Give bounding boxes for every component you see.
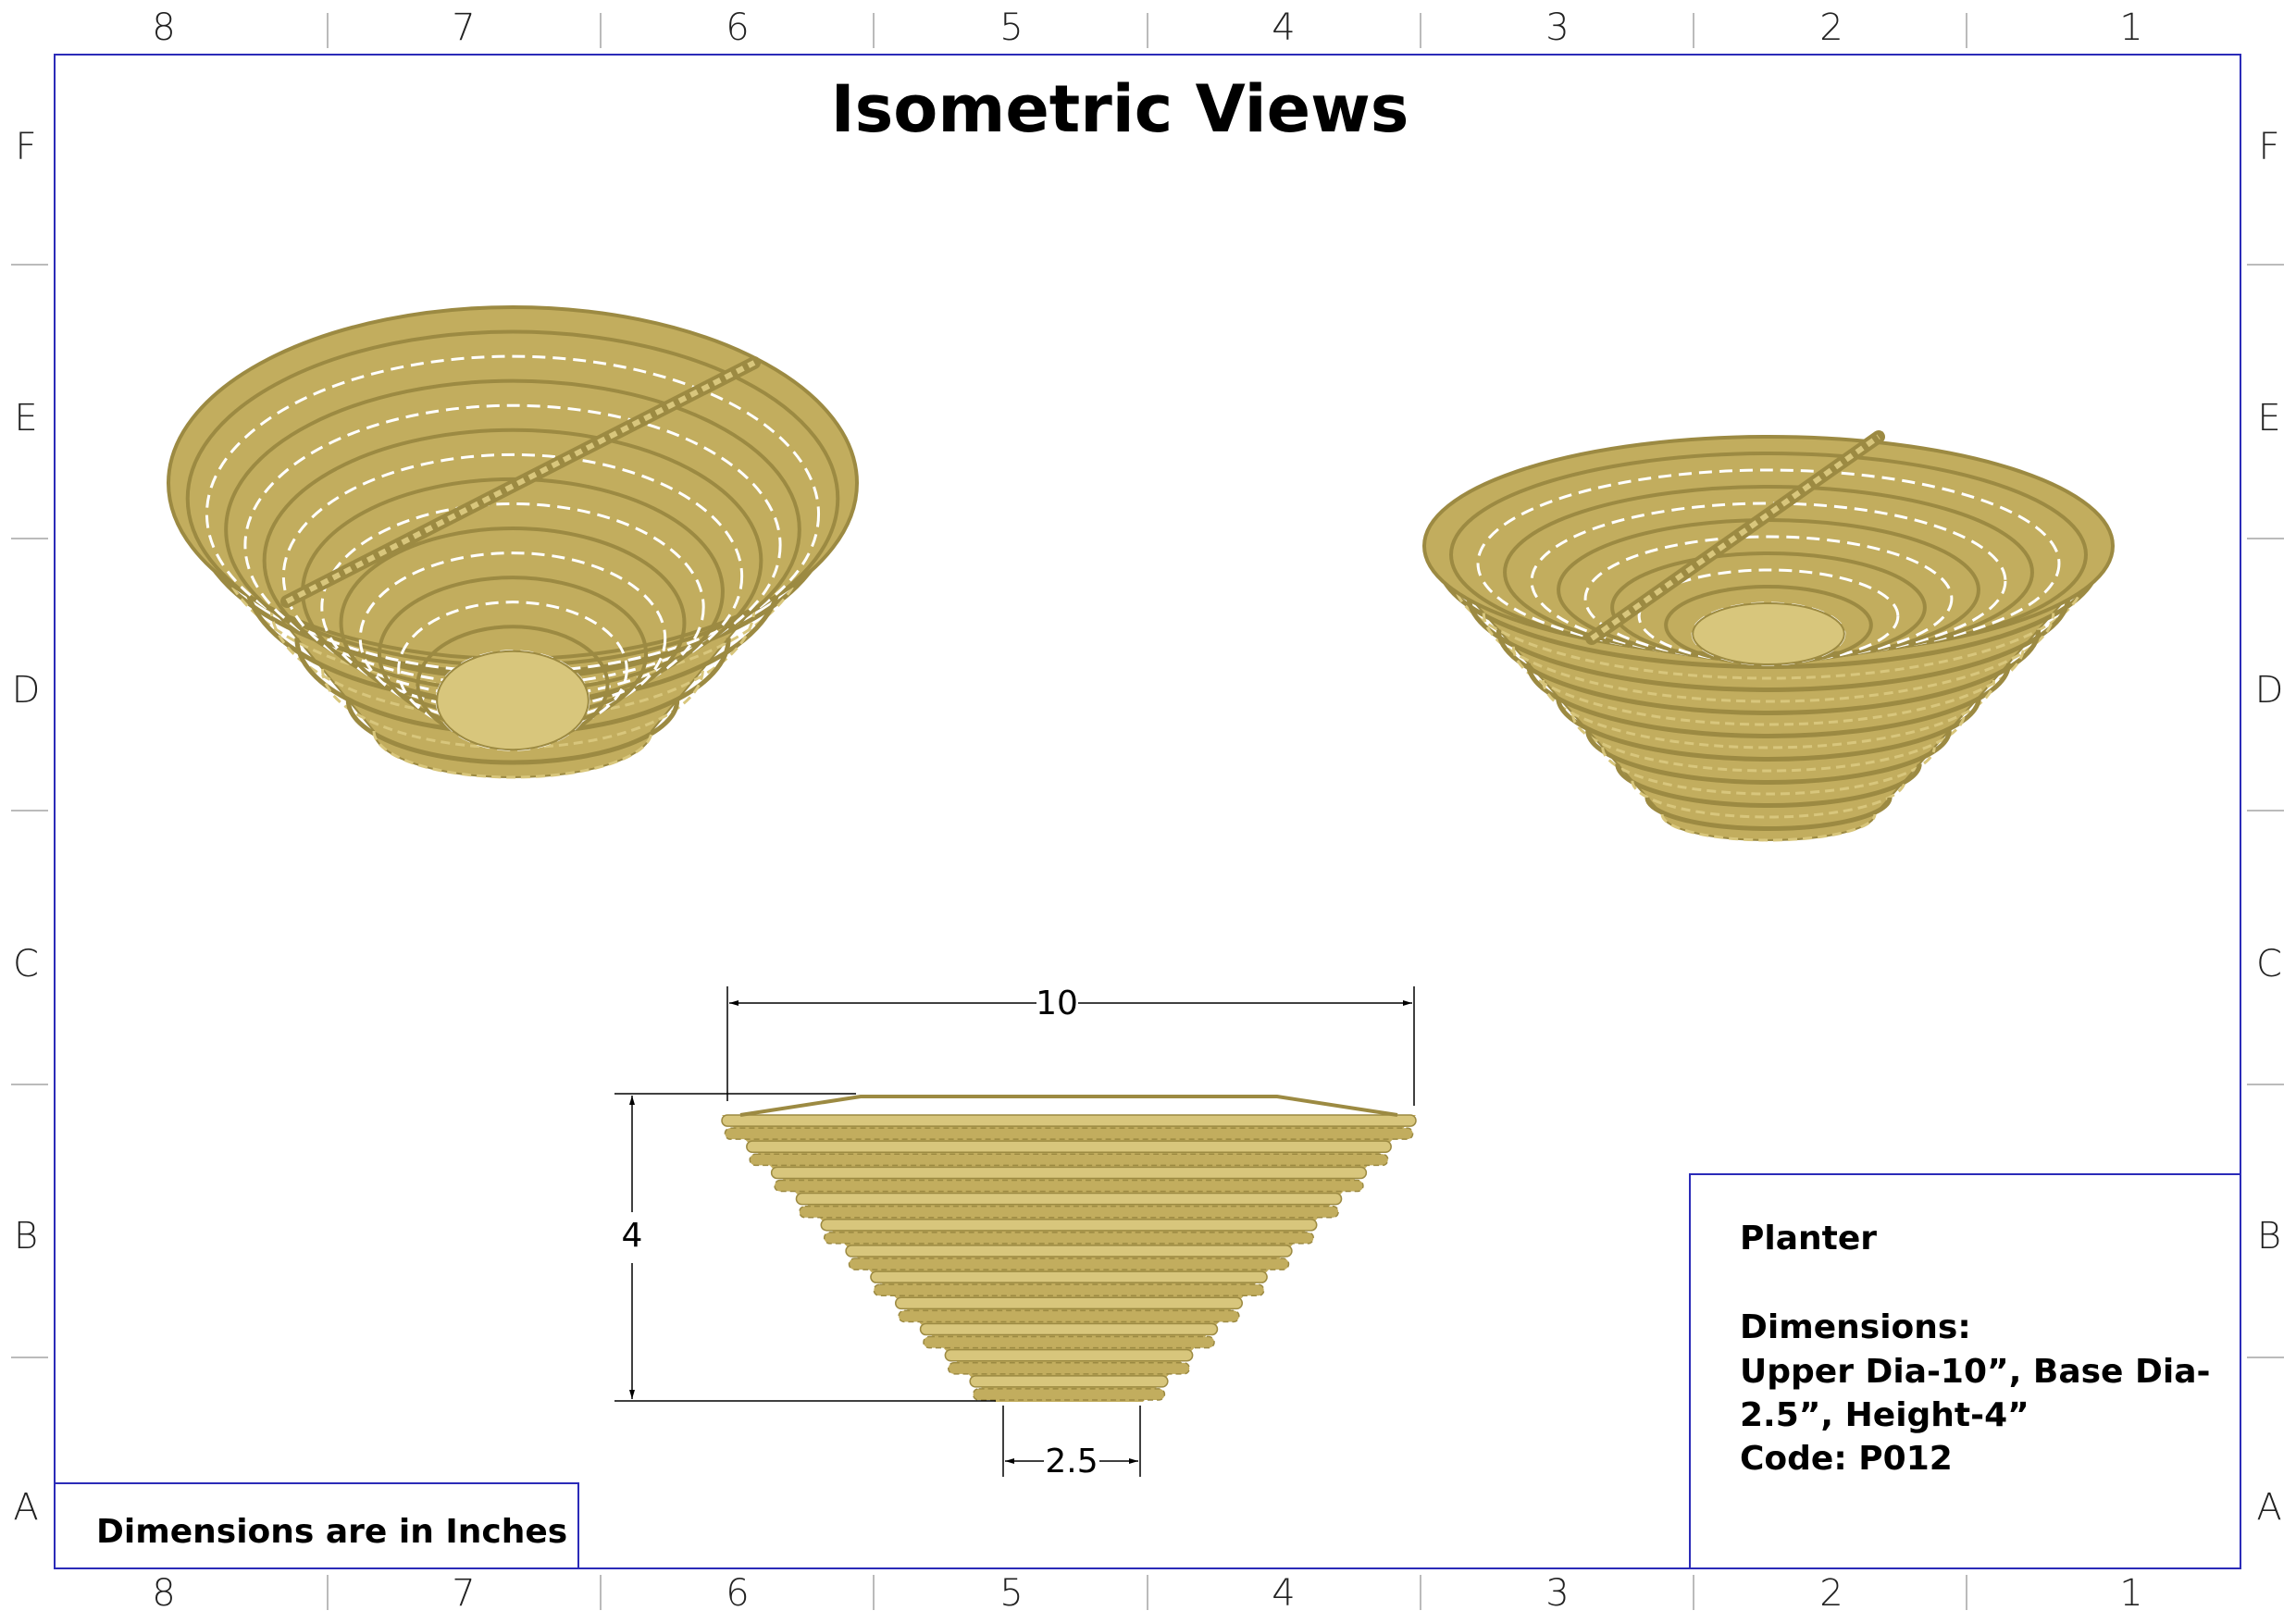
zone-markers: 8 8 7 7 6 6 5 5 4 4 3 3 2 2 1 1 F F E E D D C C B B A A bbox=[11, 6, 2284, 1615]
units-note-box bbox=[54, 1482, 579, 1569]
part-code: Code: P012 bbox=[1740, 1440, 1953, 1478]
title-block bbox=[1689, 1173, 2241, 1569]
dim-base-dia: 2.5 bbox=[1045, 1443, 1098, 1481]
dimension-base-dia bbox=[1002, 1406, 1141, 1477]
basket-inner-ring bbox=[1476, 468, 2061, 659]
basket-floor bbox=[1692, 601, 1845, 666]
column-label: 5 bbox=[999, 6, 1023, 49]
row-label: C bbox=[13, 943, 39, 985]
column-label: 1 bbox=[2119, 1572, 2142, 1615]
basket-band bbox=[972, 1388, 1166, 1401]
basket-band bbox=[749, 1153, 1389, 1167]
row-label: A bbox=[2256, 1486, 2281, 1529]
dimensions-line-1: Upper Dia-10”, Base Dia- bbox=[1740, 1353, 2210, 1391]
basket-band bbox=[820, 1218, 1318, 1232]
dimension-upper-dia bbox=[726, 986, 1415, 1106]
row-label: B bbox=[14, 1215, 38, 1258]
column-label: 4 bbox=[1272, 6, 1295, 49]
column-label: 3 bbox=[1545, 1572, 1569, 1615]
units-note: Dimensions are in Inches bbox=[96, 1513, 567, 1551]
isometric-view-side bbox=[1422, 430, 2115, 842]
basket-inner-ring bbox=[1530, 502, 2007, 661]
basket-band bbox=[898, 1309, 1240, 1323]
column-label: 6 bbox=[726, 1572, 749, 1615]
basket-ring bbox=[1660, 813, 1877, 842]
row-label: D bbox=[12, 669, 41, 712]
basket-band bbox=[746, 1140, 1392, 1154]
dimensions-line-2: 2.5”, Height-4” bbox=[1740, 1396, 2029, 1434]
row-label: E bbox=[2257, 397, 2280, 440]
row-label: F bbox=[2258, 126, 2279, 168]
basket-ring bbox=[1631, 780, 1906, 819]
isometric-view-top bbox=[167, 305, 859, 779]
basket-ring bbox=[1452, 579, 2085, 680]
column-label: 3 bbox=[1545, 6, 1569, 49]
basket-ring bbox=[1644, 797, 1893, 831]
dimensions-label: Dimensions: bbox=[1740, 1308, 1971, 1346]
row-label: B bbox=[2257, 1215, 2281, 1258]
basket-ring bbox=[1436, 563, 2101, 670]
basket-handle-weave bbox=[285, 360, 756, 604]
row-label: C bbox=[2256, 943, 2282, 985]
basket-band bbox=[944, 1348, 1194, 1362]
basket-band bbox=[923, 1335, 1215, 1349]
row-label: A bbox=[13, 1486, 38, 1529]
basket-ring bbox=[1556, 697, 1981, 762]
basket-handle-weave bbox=[1590, 434, 1880, 641]
basket-ring bbox=[1571, 713, 1966, 773]
basket-ring bbox=[1466, 596, 2071, 692]
column-label: 7 bbox=[452, 6, 475, 49]
column-label: 2 bbox=[1819, 1572, 1843, 1615]
basket-band bbox=[721, 1114, 1417, 1127]
basket-band bbox=[774, 1179, 1364, 1193]
basket-band bbox=[795, 1192, 1343, 1206]
basket-inner-ring bbox=[281, 452, 744, 700]
basket-band bbox=[799, 1205, 1339, 1219]
basket-floor bbox=[436, 650, 590, 751]
column-label: 6 bbox=[726, 6, 749, 49]
basket-ring bbox=[1601, 747, 1936, 796]
basket-band bbox=[770, 1166, 1368, 1180]
basket-band bbox=[969, 1375, 1169, 1388]
dim-upper-dia: 10 bbox=[1036, 985, 1078, 1022]
basket-band bbox=[724, 1127, 1414, 1140]
column-label: 8 bbox=[152, 6, 175, 49]
column-label: 4 bbox=[1272, 1572, 1295, 1615]
column-label: 7 bbox=[452, 1572, 475, 1615]
basket-band bbox=[873, 1283, 1265, 1297]
basket-band bbox=[823, 1232, 1315, 1245]
basket-band bbox=[894, 1296, 1244, 1310]
dim-height: 4 bbox=[622, 1217, 643, 1255]
basket-ring bbox=[1585, 730, 1952, 785]
basket-ring bbox=[372, 730, 653, 779]
page-title: Isometric Views bbox=[831, 71, 1409, 147]
column-label: 8 bbox=[152, 1572, 175, 1615]
basket-ring bbox=[1542, 679, 1995, 750]
row-label: D bbox=[2255, 669, 2284, 712]
front-view bbox=[721, 1095, 1417, 1402]
sheet-border bbox=[54, 54, 2241, 1569]
basket-ring bbox=[1482, 613, 2055, 703]
column-label: 2 bbox=[1819, 6, 1843, 49]
basket-band bbox=[919, 1322, 1219, 1336]
basket-band bbox=[848, 1258, 1290, 1270]
basket-ring bbox=[1615, 763, 1922, 808]
basket-ring bbox=[345, 700, 680, 765]
row-label: F bbox=[15, 126, 36, 168]
basket-band bbox=[948, 1361, 1190, 1375]
column-label: 1 bbox=[2119, 6, 2142, 49]
basket-band bbox=[845, 1245, 1293, 1258]
basket-band bbox=[870, 1270, 1268, 1283]
column-label: 5 bbox=[999, 1572, 1023, 1615]
dimension-height bbox=[614, 1093, 996, 1402]
basket-rim-weave bbox=[739, 1095, 1398, 1117]
row-label: E bbox=[14, 397, 37, 440]
part-name: Planter bbox=[1740, 1220, 1877, 1258]
